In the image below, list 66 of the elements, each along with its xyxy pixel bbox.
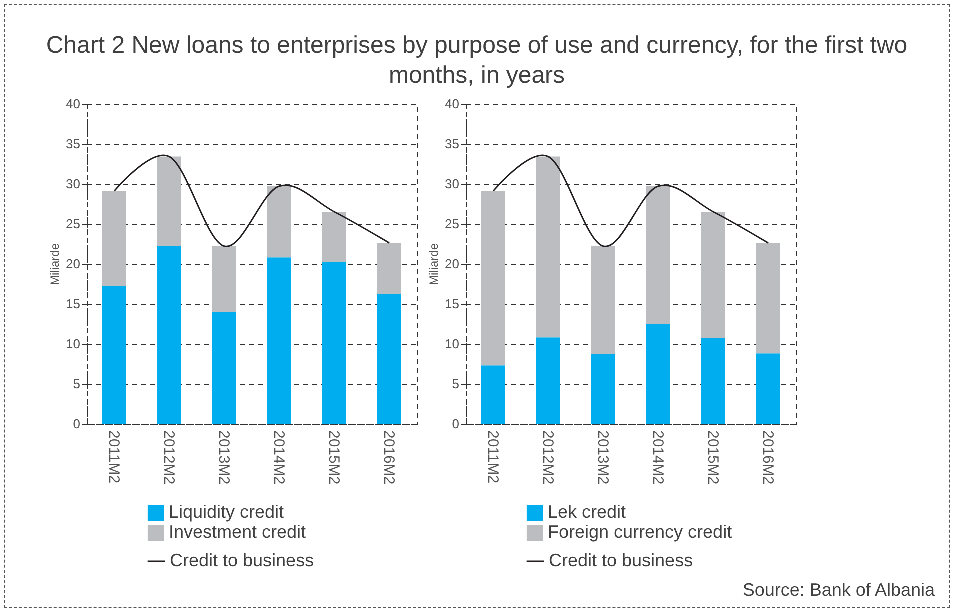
x-tick-label: 2011M2 xyxy=(106,430,122,484)
y-tick-label: 15 xyxy=(445,296,460,312)
legend-label: Liquidity credit xyxy=(169,502,284,522)
bar xyxy=(212,246,236,312)
y-tick-label: 10 xyxy=(445,336,460,352)
bar xyxy=(268,258,292,424)
bar xyxy=(102,286,126,424)
x-tick-label: 2012M2 xyxy=(540,430,556,485)
x-tick-label: 2016M2 xyxy=(380,430,398,485)
y-tick-label: 0 xyxy=(452,416,460,432)
legend-label: Investment credit xyxy=(169,522,306,542)
y-tick-label: 20 xyxy=(445,256,460,272)
bar xyxy=(322,262,346,424)
y-tick-label: 0 xyxy=(73,416,80,432)
line-series xyxy=(492,155,770,248)
bar xyxy=(646,186,670,324)
y-tick-label: 25 xyxy=(66,216,80,232)
bar xyxy=(378,243,402,294)
x-tick-label: 2013M2 xyxy=(594,430,612,485)
y-tick-label: 20 xyxy=(66,256,80,272)
bar xyxy=(536,338,560,424)
y-tick-label: 10 xyxy=(66,336,80,352)
y-tick-label: 25 xyxy=(445,216,460,232)
y-axis-title: Miliarde xyxy=(427,243,442,286)
bar xyxy=(756,243,780,354)
bar xyxy=(702,338,726,424)
y-tick-label: 30 xyxy=(66,176,80,192)
x-tick-label: 2016M2 xyxy=(760,430,776,485)
x-tick-label: 2015M2 xyxy=(326,430,342,485)
x-tick-label: 2012M2 xyxy=(160,430,178,485)
bar xyxy=(702,212,726,338)
y-tick-label: 5 xyxy=(73,376,80,392)
y-tick-label: 5 xyxy=(452,376,460,392)
y-tick-label: 15 xyxy=(66,296,80,312)
y-tick-label: 35 xyxy=(445,136,460,152)
x-tick-label: 2011M2 xyxy=(484,430,502,484)
x-tick-label: 2014M2 xyxy=(270,430,288,485)
bar xyxy=(592,246,616,354)
bar xyxy=(482,191,506,366)
bar xyxy=(592,354,616,424)
bar xyxy=(378,294,402,424)
bar xyxy=(482,366,506,424)
y-axis-title: Miliarde xyxy=(48,243,62,286)
text: Chart 2 New loans to enterprises by purpose of use and currency, for the first two months, in years xyxy=(45,31,909,91)
bar xyxy=(268,186,292,258)
legend-label: Credit to business xyxy=(549,550,694,570)
x-tick-label: 2013M2 xyxy=(216,430,232,485)
bar xyxy=(646,324,670,424)
y-tick-label: 30 xyxy=(445,176,460,192)
source-note: Source: Bank of Albania xyxy=(742,580,935,601)
y-tick-label: 40 xyxy=(66,96,80,112)
x-tick-label: 2014M2 xyxy=(650,430,666,485)
legend-label: Foreign currency credit xyxy=(548,522,732,542)
y-tick-label: 40 xyxy=(445,96,460,112)
bar xyxy=(322,212,346,262)
legend-label: Credit to business xyxy=(170,550,314,570)
legend-label: Lek credit xyxy=(548,502,626,522)
bar xyxy=(158,246,182,424)
bar xyxy=(536,156,560,338)
bar xyxy=(756,354,780,424)
x-tick-label: 2015M2 xyxy=(704,430,722,485)
bar xyxy=(158,156,182,246)
bar xyxy=(212,312,236,424)
y-tick-label: 35 xyxy=(66,136,80,152)
line-series xyxy=(114,155,390,248)
bar xyxy=(102,191,126,286)
